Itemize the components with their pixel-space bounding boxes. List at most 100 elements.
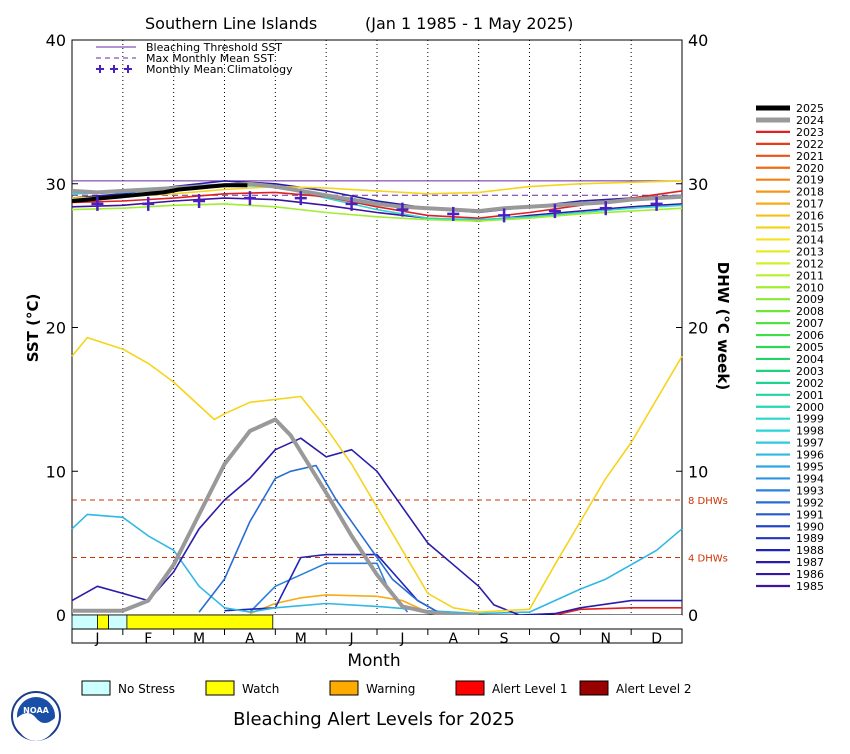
dhw-series-1992 bbox=[198, 464, 459, 616]
year-legend-label: 2011 bbox=[796, 269, 824, 282]
climatology-marker bbox=[294, 191, 307, 206]
sst-series-group bbox=[71, 180, 683, 222]
year-legend-label: 1992 bbox=[796, 496, 824, 509]
alert-legend-label: Alert Level 2 bbox=[616, 682, 692, 696]
year-legend-label: 1997 bbox=[796, 437, 824, 450]
year-legend-label: 2000 bbox=[796, 401, 824, 414]
year-legend-label: 2002 bbox=[796, 377, 824, 390]
sst-series-2015 bbox=[71, 180, 683, 199]
alert-bar-segment bbox=[97, 614, 109, 630]
month-label: J bbox=[399, 631, 404, 647]
alert-legend-label: Alert Level 1 bbox=[492, 682, 568, 696]
year-legend-label: 2021 bbox=[796, 150, 824, 163]
climatology-marker bbox=[142, 196, 155, 211]
year-legend-label: 2017 bbox=[796, 198, 824, 211]
climatology-marker bbox=[193, 194, 206, 208]
month-label: O bbox=[549, 631, 560, 647]
y-tick-right-label: 20 bbox=[688, 319, 708, 338]
noaa-logo-text: NOAA bbox=[23, 706, 49, 715]
year-legend-label: 1993 bbox=[796, 484, 824, 497]
year-legend-label: 2023 bbox=[796, 126, 824, 139]
alert-legend-swatch bbox=[329, 680, 359, 696]
dhw-series-2017 bbox=[249, 594, 429, 615]
sst-series-2010 bbox=[71, 203, 683, 222]
year-legend-label: 1999 bbox=[796, 413, 824, 426]
month-label: M bbox=[193, 631, 205, 647]
year-legend-label: 2014 bbox=[796, 233, 824, 246]
year-legend-label: 1991 bbox=[796, 508, 824, 521]
climatology-markers bbox=[91, 191, 663, 223]
month-label: J bbox=[94, 631, 99, 647]
year-legend-label: 1990 bbox=[796, 520, 824, 533]
month-label: J bbox=[349, 631, 354, 647]
year-legend-label: 2009 bbox=[796, 293, 824, 306]
year-legend-label: 2018 bbox=[796, 186, 824, 199]
dhw-marker-label: 4 DHWs bbox=[688, 554, 728, 565]
bottom-title: Bleaching Alert Levels for 2025 bbox=[233, 709, 515, 730]
plot-legend-label: Bleaching Threshold SST bbox=[146, 41, 282, 54]
month-label: N bbox=[601, 631, 611, 647]
year-legend-label: 2007 bbox=[796, 317, 824, 330]
dhw-series-2024 bbox=[72, 417, 479, 617]
alert-legend-swatch bbox=[81, 680, 111, 696]
climatology-marker bbox=[498, 208, 511, 223]
year-legend-label: 2006 bbox=[796, 329, 824, 342]
year-legend-label: 2015 bbox=[796, 222, 824, 235]
alert-bar-segment bbox=[126, 614, 274, 630]
y-tick-left-label: 30 bbox=[46, 175, 66, 194]
year-legend-label: 2016 bbox=[796, 210, 824, 223]
year-legend-label: 1998 bbox=[796, 425, 824, 438]
month-label: A bbox=[245, 631, 255, 647]
year-legend-label: 2019 bbox=[796, 174, 824, 187]
climatology-marker bbox=[396, 202, 409, 217]
month-label: S bbox=[500, 631, 509, 647]
year-legend-label: 2001 bbox=[796, 389, 824, 402]
x-axis-label: Month bbox=[347, 651, 400, 671]
year-legend-label: 2020 bbox=[796, 162, 824, 175]
year-legend-label: 2003 bbox=[796, 365, 824, 378]
dhw-series-2015 bbox=[71, 336, 683, 613]
year-legend-label: 1986 bbox=[796, 568, 824, 581]
y-tick-right-label: 10 bbox=[688, 462, 708, 481]
alert-legend-label: No Stress bbox=[118, 682, 175, 696]
year-legend-label: 2022 bbox=[796, 138, 824, 151]
month-label: A bbox=[448, 631, 458, 647]
climatology-marker bbox=[243, 191, 256, 206]
year-legend-label: 1995 bbox=[796, 461, 824, 474]
alert-level-legend: No Stress Watch Warning Alert Level 1 Alert … bbox=[81, 680, 692, 696]
y-tick-left-label: 20 bbox=[46, 319, 66, 338]
alert-bar-segment bbox=[108, 614, 128, 630]
climatology-marker bbox=[345, 196, 358, 211]
year-legend-label: 1985 bbox=[796, 580, 824, 593]
alert-legend-swatch bbox=[455, 680, 485, 696]
climatology-marker bbox=[548, 204, 561, 219]
climatology-marker bbox=[650, 196, 663, 211]
y-tick-right-label: 30 bbox=[688, 175, 708, 194]
year-legend-label: 1994 bbox=[796, 472, 824, 485]
month-label: D bbox=[651, 631, 662, 647]
dhw-series-1987 bbox=[71, 437, 682, 616]
y-tick-left-label: 40 bbox=[46, 31, 66, 50]
year-legend-label: 2013 bbox=[796, 245, 824, 258]
dhw-series-1988 bbox=[224, 553, 439, 613]
year-legend-label: 2008 bbox=[796, 305, 824, 318]
sst-series-1985 bbox=[71, 197, 683, 222]
alert-legend-swatch bbox=[579, 680, 609, 696]
climatology-marker bbox=[599, 201, 612, 216]
y-axis-ticks: 0 0 10 10 20 20 30 30 40 40 bbox=[46, 31, 709, 625]
plot-legend-label: Monthly Mean Climatology bbox=[146, 63, 293, 76]
alert-legend-label: Watch bbox=[242, 682, 279, 696]
year-legend-label: 2025 bbox=[796, 102, 824, 115]
y-axis-label-left: SST (°C) bbox=[24, 294, 42, 363]
chart-title-left: Southern Line Islands bbox=[145, 14, 317, 33]
plot-legend-label: Max Monthly Mean SST bbox=[146, 52, 274, 65]
year-legend-label: 1996 bbox=[796, 449, 824, 462]
year-legend: 2025202420232022202120202019201820172016… bbox=[756, 102, 824, 593]
y-tick-left-label: 10 bbox=[46, 462, 66, 481]
y-axis-label-right: DHW (°C week) bbox=[714, 262, 732, 390]
y-tick-right-label: 40 bbox=[688, 31, 708, 50]
year-legend-label: 2012 bbox=[796, 257, 824, 270]
